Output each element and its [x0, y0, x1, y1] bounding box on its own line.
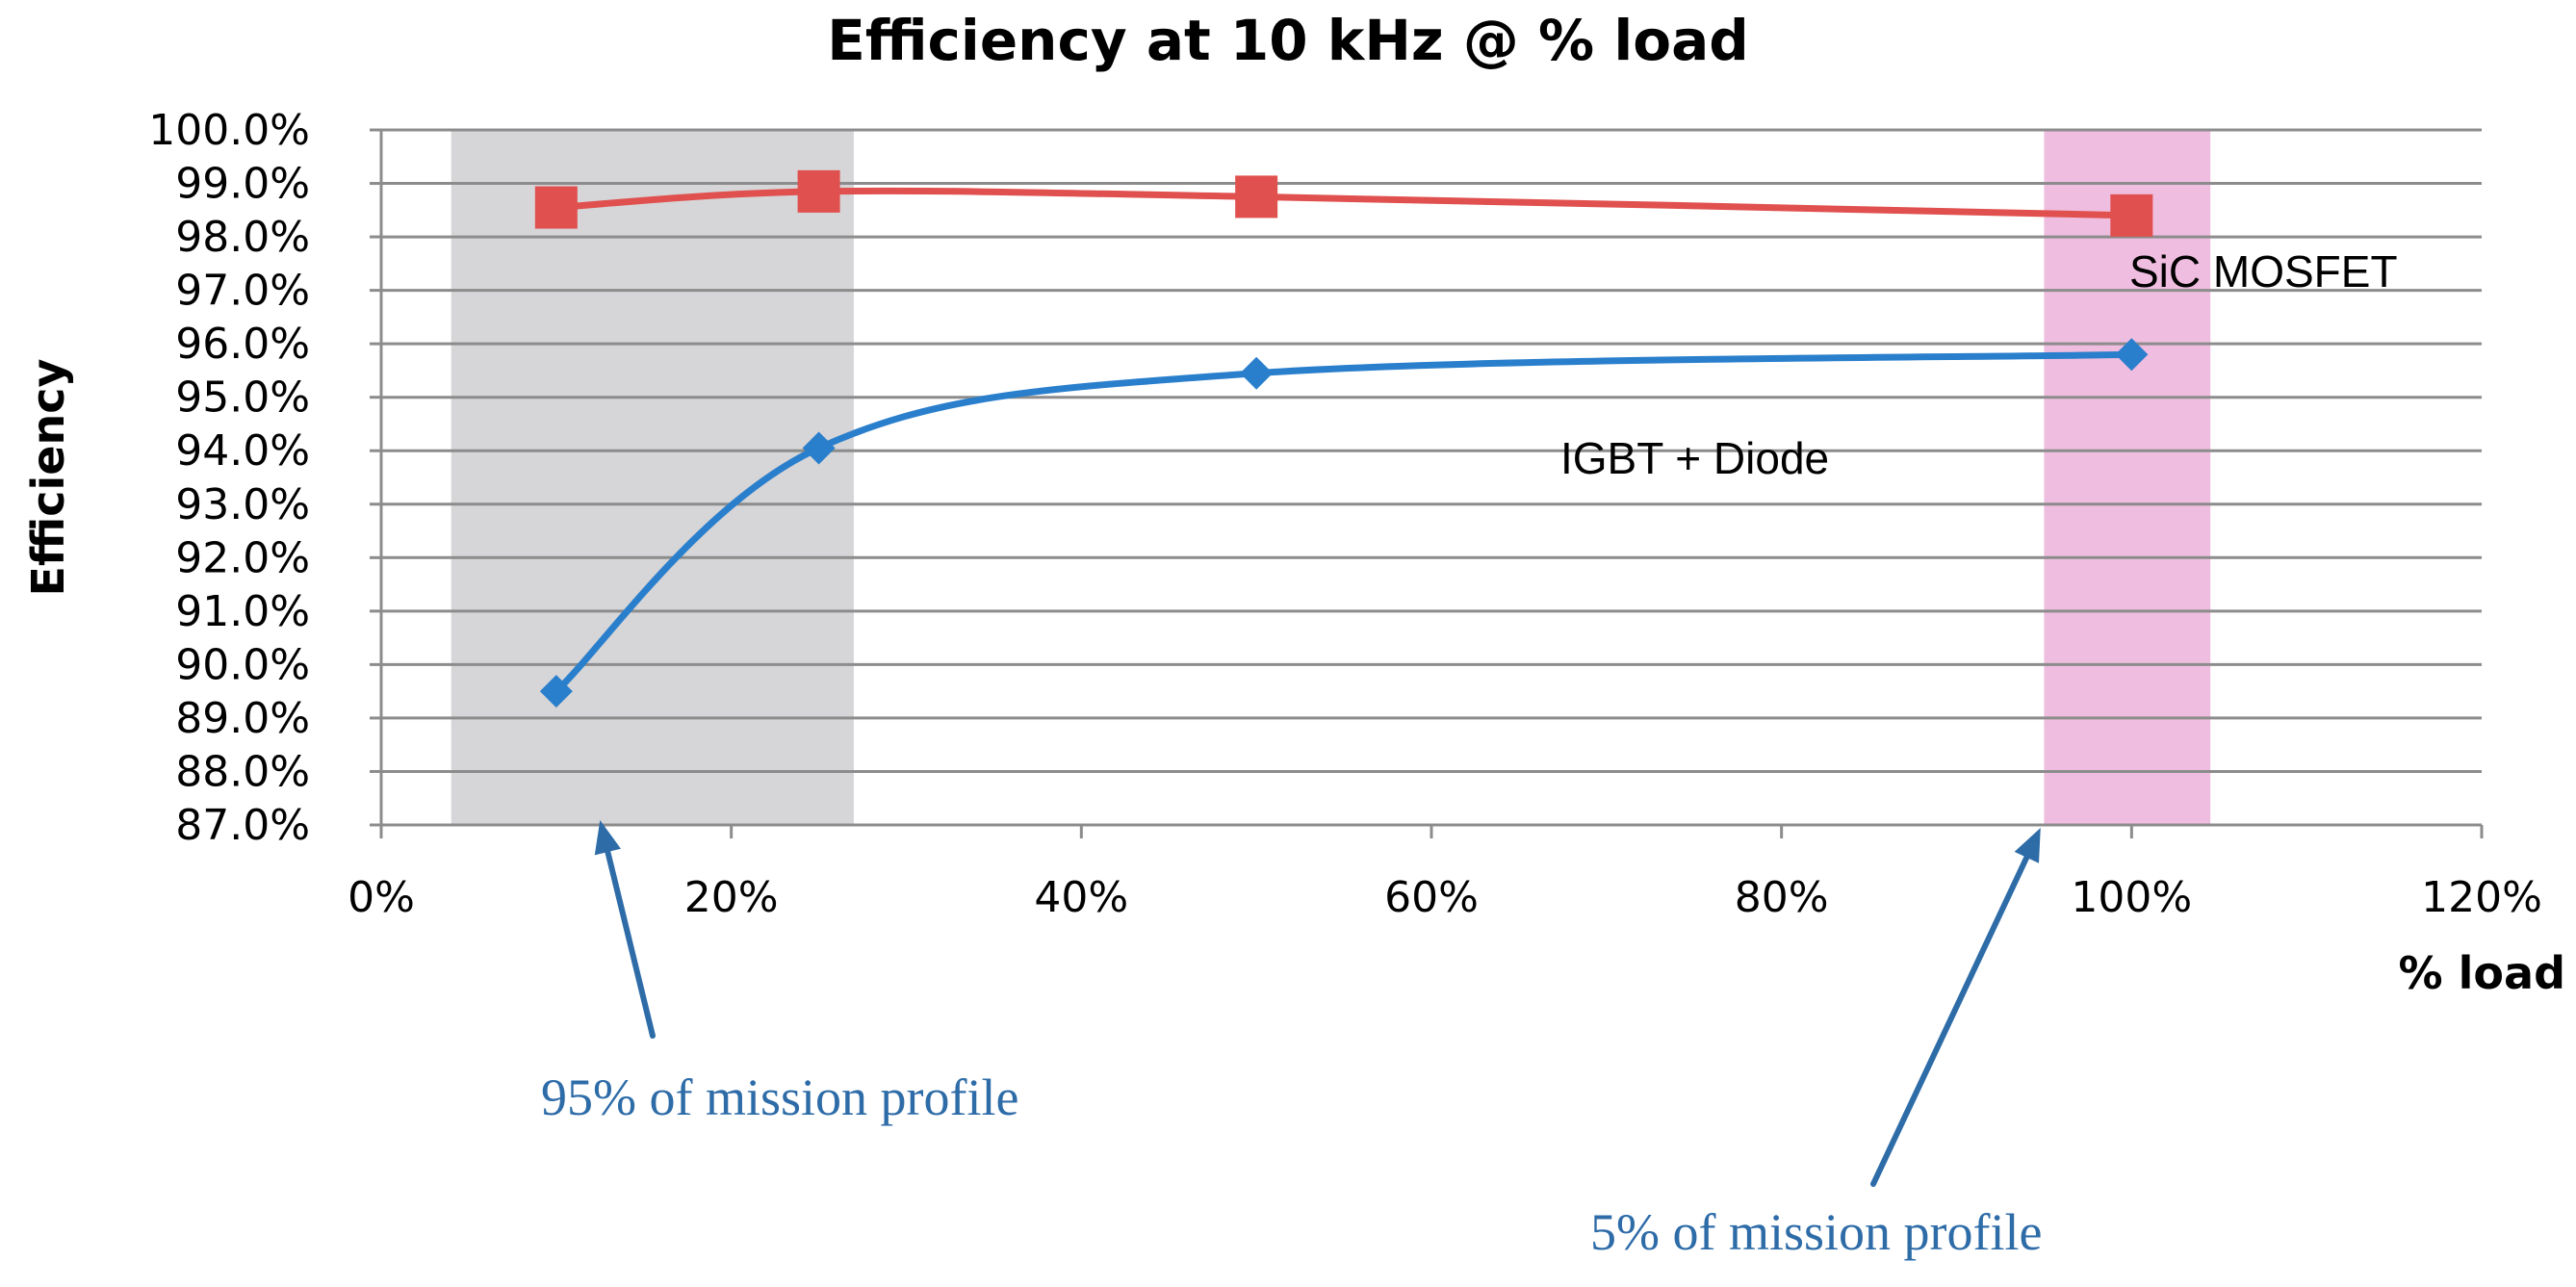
y-tick-label-92: 92.0%: [175, 533, 310, 582]
full-load-band: [2044, 130, 2211, 825]
y-axis-label: Efficiency: [22, 359, 74, 597]
y-tick-label-100: 100.0%: [148, 106, 310, 155]
point-igbt-diode-50: [1240, 356, 1274, 390]
annotation-arrow-head-1: [594, 820, 621, 856]
y-tick-label-95: 95.0%: [175, 373, 310, 423]
series-line-sic-mosfet: [555, 187, 2132, 219]
series-label-sic-mosfet: SiC MOSFET: [2129, 246, 2398, 296]
annotation-arrow-head-2: [2014, 828, 2041, 863]
low-load-band: [451, 130, 854, 825]
series-line-igbt-diode: [554, 350, 2132, 694]
y-tick-label-90: 90.0%: [175, 640, 310, 689]
y-tick-label-97: 97.0%: [175, 267, 310, 316]
data-series: [534, 169, 2153, 708]
point-sic-mosfet-50: [1235, 175, 1278, 219]
point-igbt-diode-10: [539, 675, 573, 708]
annotation-arrow-shaft-2: [1870, 854, 2030, 1187]
point-sic-mosfet-10: [534, 186, 578, 229]
annotation-arrows: [594, 820, 2041, 1187]
grid-lines: [381, 128, 2482, 773]
y-tick-label-94: 94.0%: [175, 426, 310, 476]
x-tick-label-80: 80%: [1735, 873, 1829, 922]
x-tick-label-100: 100%: [2071, 873, 2192, 922]
y-tick-label-87: 87.0%: [175, 801, 310, 850]
x-tick-label-40: 40%: [1034, 873, 1128, 922]
axes: 87.0% 88.0%89.0% 90.0%91.0% 92.0%93.0%94.0%…: [148, 106, 2542, 922]
y-tick-label-98: 98.0%: [175, 213, 310, 262]
y-tick-label-88: 88.0%: [175, 747, 310, 796]
chart-title: Efficiency at 10 kHz @ % load: [827, 8, 1748, 73]
annotation-5-percent: 5% of mission profile: [1590, 1203, 2042, 1261]
x-axis-label: % load: [2399, 947, 2565, 999]
x-tick-label-0: 0%: [348, 873, 415, 922]
y-tick-label-89: 89.0%: [175, 694, 310, 743]
y-tick-label-91: 91.0%: [175, 587, 310, 636]
y-tick-label-93: 93.0%: [175, 480, 310, 529]
point-sic-mosfet-100: [2110, 193, 2153, 237]
annotation-95-percent: 95% of mission profile: [541, 1068, 1018, 1126]
point-igbt-diode-25: [802, 431, 836, 465]
x-tick-label-20: 20%: [684, 873, 779, 922]
series-label-igbt-diode: IGBT + Diode: [1560, 433, 1829, 483]
annotation-arrow-shaft-1: [605, 849, 656, 1039]
point-igbt-diode-100: [2115, 338, 2149, 372]
y-tick-label-99: 99.0%: [175, 160, 310, 209]
point-sic-mosfet-25: [797, 169, 840, 213]
x-tick-label-120: 120%: [2421, 873, 2542, 922]
shaded-bands: [451, 130, 2211, 825]
y-tick-label-96: 96.0%: [175, 320, 310, 369]
x-tick-label-60: 60%: [1384, 873, 1479, 922]
